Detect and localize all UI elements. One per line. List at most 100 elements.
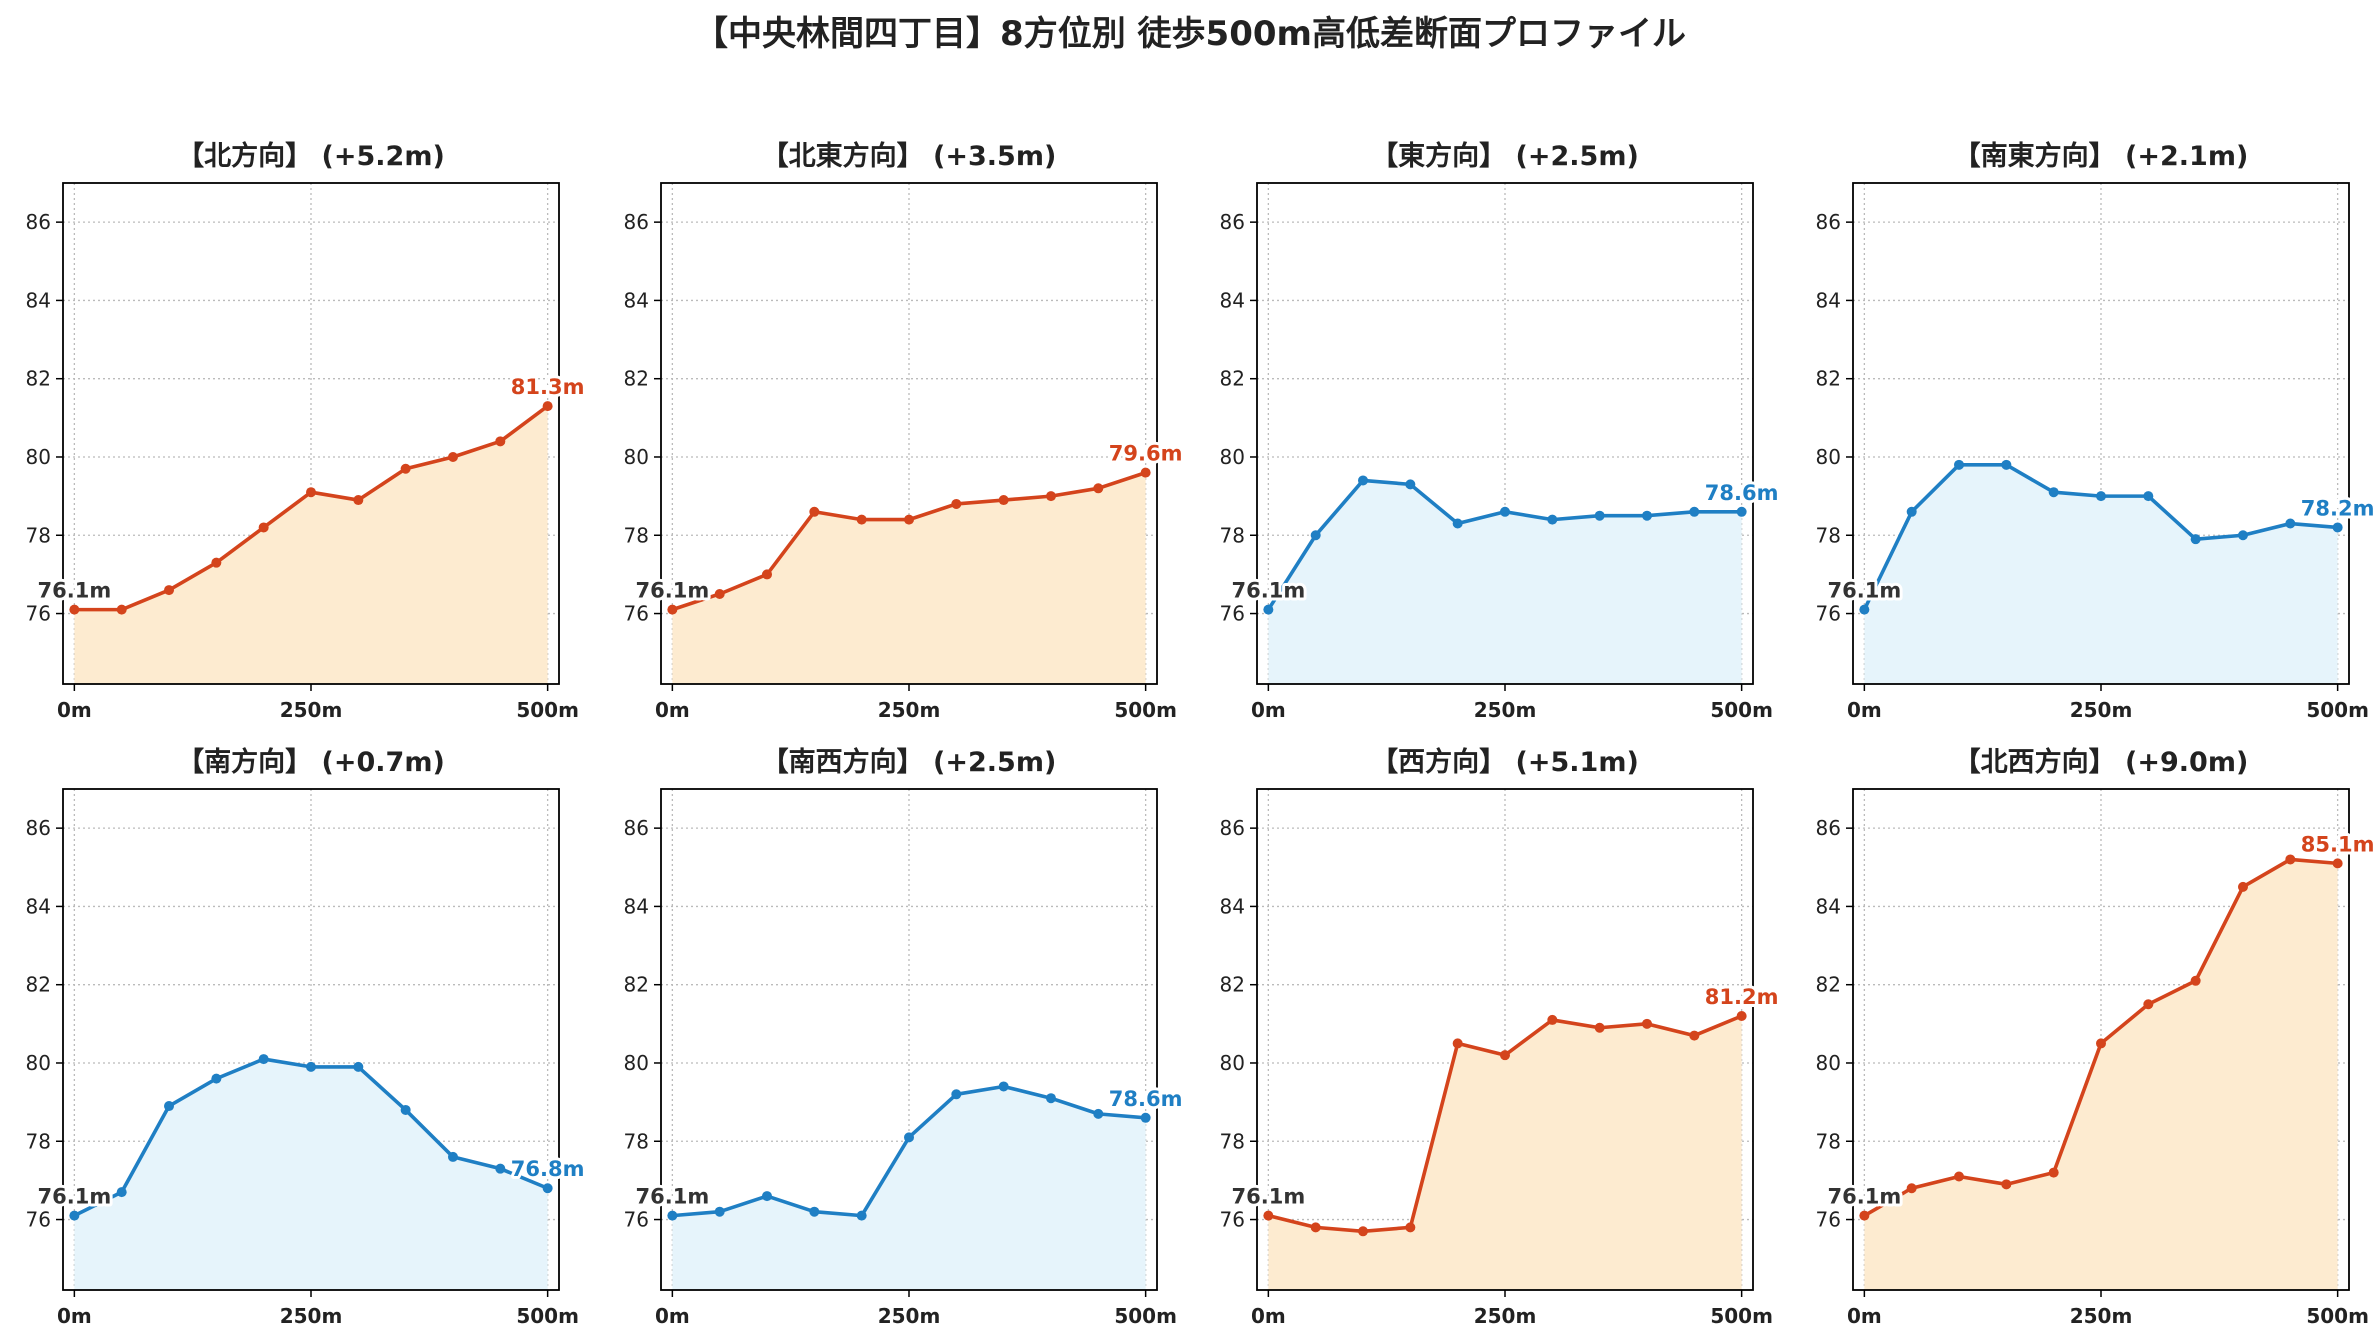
y-tick-label: 84 [26,288,51,312]
start-value-label: 76.1m [1232,1185,1306,1209]
data-point [1310,1222,1321,1233]
subplot-1: 76 78 80 82 84 86 0m 250m 500m 【北方向】 (+5.2m) 76.1m… [26,140,588,722]
data-point [1140,467,1151,478]
y-tick-label: 76 [26,1208,51,1232]
data-point [116,604,127,615]
x-tick-label: 0m [655,1304,690,1328]
start-value-label: 76.1m [38,579,112,603]
y-tick-label: 86 [1220,816,1245,840]
data-point [1310,530,1321,541]
y-tick-label: 84 [1220,894,1245,918]
x-tick-label: 250m [280,1304,343,1328]
y-tick-label: 76 [624,1208,649,1232]
data-point [951,498,962,509]
data-point [400,463,411,474]
data-point [904,1132,914,1143]
data-point [1547,1014,1558,1025]
subplot-title: 【西方向】 (+5.1m) [1371,746,1639,778]
area-fill [1864,859,2338,1290]
subplot-6: 76 78 80 82 84 86 0m 250m 500m 【南西方向】 (+2.5m) 76.1… [624,746,1186,1328]
subplot-title: 【北方向】 (+5.2m) [177,140,445,172]
y-tick-label: 82 [26,367,51,391]
start-value-label: 76.1m [636,1185,710,1209]
data-point [495,1163,506,1174]
x-tick-label: 0m [655,698,690,722]
start-value-label: 76.1m [1232,579,1306,603]
x-tick-label: 250m [878,698,941,722]
data-point [714,588,725,599]
data-point [2190,534,2201,545]
data-point [1641,1018,1652,1029]
y-tick-label: 80 [624,1051,649,1075]
data-point [2001,459,2012,470]
data-point [1045,1093,1056,1104]
data-point [2285,518,2296,529]
x-tick-label: 500m [1710,698,1773,722]
x-tick-label: 250m [2070,698,2133,722]
y-tick-label: 86 [26,816,51,840]
y-tick-label: 76 [1816,1208,1841,1232]
data-point [2048,487,2059,498]
data-point [306,1061,316,1072]
x-tick-label: 500m [1114,698,1177,722]
data-point [1594,1022,1605,1033]
x-tick-label: 500m [516,1304,579,1328]
y-tick-label: 78 [624,1129,649,1153]
data-point [164,1101,175,1112]
x-tick-label: 250m [280,698,343,722]
data-point [856,514,867,525]
y-tick-label: 76 [1220,1208,1245,1232]
y-tick-label: 84 [1816,894,1841,918]
x-tick-label: 500m [516,698,579,722]
data-point [2096,1038,2106,1049]
data-point [1689,1030,1700,1041]
data-point [1140,1112,1151,1123]
y-tick-label: 78 [26,523,51,547]
y-tick-label: 86 [1816,816,1841,840]
subplot-7: 76 78 80 82 84 86 0m 250m 500m 【西方向】 (+5.1m) 76.1m… [1220,746,1782,1328]
data-point [2096,491,2106,502]
data-point [1093,483,1104,494]
area-fill [672,1086,1146,1290]
data-point [1906,1183,1917,1194]
start-value-label: 76.1m [1828,1185,1902,1209]
figure-title: 【中央林間四丁目】8方位別 徒歩500m高低差断面プロファイル [694,14,1686,54]
data-point [809,1206,820,1217]
x-tick-label: 250m [1474,698,1537,722]
data-point [2332,858,2343,869]
data-point [1736,506,1747,517]
y-tick-label: 84 [624,894,649,918]
y-tick-label: 78 [26,1129,51,1153]
data-point [2143,999,2154,1010]
data-point [1547,514,1558,525]
data-point [447,451,458,462]
y-tick-label: 76 [1816,602,1841,626]
y-tick-label: 82 [1220,367,1245,391]
end-value-label: 78.6m [1109,1087,1183,1111]
subplot-title: 【南方向】 (+0.7m) [177,746,445,778]
data-point [1405,1222,1416,1233]
subplot-2: 76 78 80 82 84 86 0m 250m 500m 【北東方向】 (+3.5m) 76.1… [624,140,1186,722]
data-point [1500,506,1510,517]
y-tick-label: 82 [26,973,51,997]
data-point [1358,475,1369,486]
y-tick-label: 78 [624,523,649,547]
start-value-label: 76.1m [636,579,710,603]
data-point [353,495,364,506]
y-tick-label: 80 [1220,445,1245,469]
data-point [2237,881,2248,892]
data-point [164,585,175,596]
data-point [1736,1011,1747,1022]
end-value-label: 79.6m [1109,442,1183,466]
data-point [2237,530,2248,541]
y-tick-label: 86 [1816,210,1841,234]
data-point [809,506,820,517]
y-tick-label: 80 [26,445,51,469]
x-tick-label: 0m [1251,1304,1286,1328]
data-point [1689,506,1700,517]
data-point [542,1183,553,1194]
area-fill [1864,464,2338,684]
end-value-label: 85.1m [2301,832,2375,856]
end-value-label: 78.6m [1705,481,1779,505]
